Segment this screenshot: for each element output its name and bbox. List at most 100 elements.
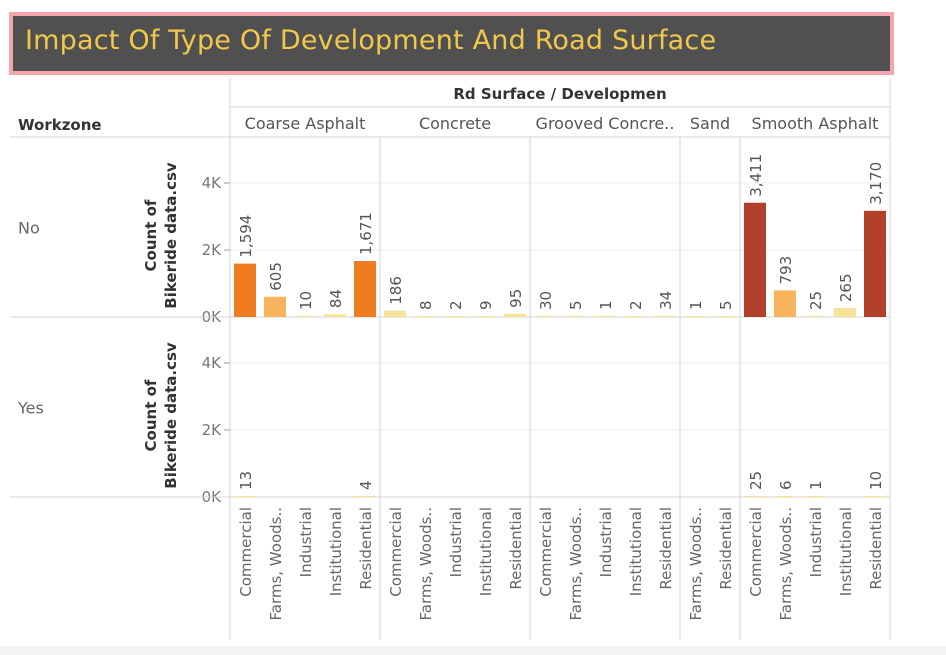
- surface-header: Sand: [690, 114, 730, 133]
- bar-value-label: 84: [327, 289, 345, 308]
- surface-header: Concrete: [419, 114, 491, 133]
- x-category-label: Institutional: [627, 507, 645, 596]
- bar: [864, 210, 886, 317]
- bar-value-label: 5: [717, 300, 735, 310]
- bar-value-label: 34: [657, 291, 675, 310]
- bar: [384, 310, 406, 317]
- y-axis-title-line: Bikeride data.csv: [162, 162, 180, 309]
- bar: [654, 315, 676, 317]
- bar: [834, 308, 856, 317]
- bar-value-label: 1: [687, 300, 705, 310]
- bar: [684, 316, 706, 317]
- x-category-label: Farms, Woods..: [567, 507, 585, 621]
- y-tick-label: 4K: [202, 354, 223, 372]
- x-category-label: Residential: [717, 507, 735, 590]
- row-label: Yes: [17, 399, 44, 418]
- bar: [264, 296, 286, 317]
- bar: [774, 496, 796, 497]
- x-category-label: Commercial: [387, 507, 405, 597]
- bar: [594, 316, 616, 317]
- bar: [564, 316, 586, 317]
- x-category-label: Farms, Woods..: [687, 507, 705, 621]
- bar-value-label: 2: [627, 300, 645, 310]
- bar: [354, 496, 376, 497]
- bar-value-label: 1,594: [237, 215, 255, 258]
- y-axis-title: Count of Bikeride data.csv: [142, 342, 180, 489]
- row-label: No: [18, 219, 40, 238]
- bar-value-label: 793: [777, 256, 795, 285]
- y-axis-title-line: Count of: [142, 379, 160, 451]
- y-tick-label: 4K: [202, 174, 223, 192]
- x-category-label: Residential: [657, 507, 675, 590]
- bar-value-label: 3,411: [747, 154, 765, 197]
- bar-value-label: 1: [597, 300, 615, 310]
- bar: [504, 313, 526, 317]
- surface-header: Smooth Asphalt: [752, 114, 879, 133]
- y-axis-title: Count of Bikeride data.csv: [142, 162, 180, 309]
- x-category-label: Commercial: [237, 507, 255, 597]
- row-header-label: Workzone: [18, 116, 102, 134]
- bar: [744, 202, 766, 317]
- bar-value-label: 5: [567, 300, 585, 310]
- bar-value-label: 10: [867, 471, 885, 490]
- x-category-label: Industrial: [297, 507, 315, 577]
- bar: [624, 316, 646, 317]
- x-category-label: Commercial: [537, 507, 555, 597]
- x-category-label: Industrial: [447, 507, 465, 577]
- x-category-label: Residential: [357, 507, 375, 590]
- x-category-label: Institutional: [837, 507, 855, 596]
- bar-value-label: 4: [357, 480, 375, 490]
- bar-value-label: 1,671: [357, 212, 375, 255]
- bar: [714, 316, 736, 317]
- y-axis-title-line: Count of: [142, 199, 160, 271]
- bar: [804, 496, 826, 497]
- bar-value-label: 8: [417, 300, 435, 310]
- x-category-label: Industrial: [807, 507, 825, 577]
- y-tick-label: 2K: [202, 421, 223, 439]
- bar: [354, 261, 376, 317]
- bar: [774, 290, 796, 317]
- bar-value-label: 9: [477, 300, 495, 310]
- bar: [534, 315, 556, 317]
- bar-value-label: 25: [807, 291, 825, 310]
- column-header-label: Rd Surface / Developmen: [453, 85, 666, 103]
- bar-value-label: 13: [237, 471, 255, 490]
- bottom-scroll-strip: [0, 646, 946, 655]
- bar: [234, 496, 256, 497]
- bar: [474, 316, 496, 317]
- x-category-label: Farms, Woods..: [267, 507, 285, 621]
- surface-header: Grooved Concre..: [536, 114, 675, 133]
- bar: [864, 496, 886, 497]
- dashboard-title: Impact Of Type Of Development And Road S…: [25, 25, 717, 56]
- x-category-label: Commercial: [747, 507, 765, 597]
- bar-value-label: 3,170: [867, 162, 885, 205]
- x-category-label: Farms, Woods..: [417, 507, 435, 621]
- x-category-label: Residential: [867, 507, 885, 590]
- x-category-label: Institutional: [477, 507, 495, 596]
- surface-header: Coarse Asphalt: [245, 114, 366, 133]
- bar-value-label: 95: [507, 289, 525, 308]
- bar-value-label: 605: [267, 262, 285, 291]
- x-category-label: Institutional: [327, 507, 345, 596]
- bar-value-label: 6: [777, 480, 795, 490]
- bar: [444, 316, 466, 317]
- bar: [324, 314, 346, 317]
- x-category-label: Residential: [507, 507, 525, 590]
- x-category-label: Farms, Woods..: [777, 507, 795, 621]
- x-category-label: Industrial: [597, 507, 615, 577]
- bar-value-label: 1: [807, 480, 825, 490]
- bar-value-label: 186: [387, 276, 405, 305]
- bar: [804, 316, 826, 317]
- bar: [294, 316, 316, 317]
- bar: [414, 316, 436, 317]
- dashboard-title-bar: Impact Of Type Of Development And Road S…: [9, 12, 894, 75]
- bar-value-label: 2: [447, 300, 465, 310]
- bar-value-label: 25: [747, 471, 765, 490]
- y-tick-label: 2K: [202, 241, 223, 259]
- bar: [744, 496, 766, 497]
- bar-value-label: 10: [297, 291, 315, 310]
- y-axis-title-line: Bikeride data.csv: [162, 342, 180, 489]
- bar-value-label: 30: [537, 291, 555, 310]
